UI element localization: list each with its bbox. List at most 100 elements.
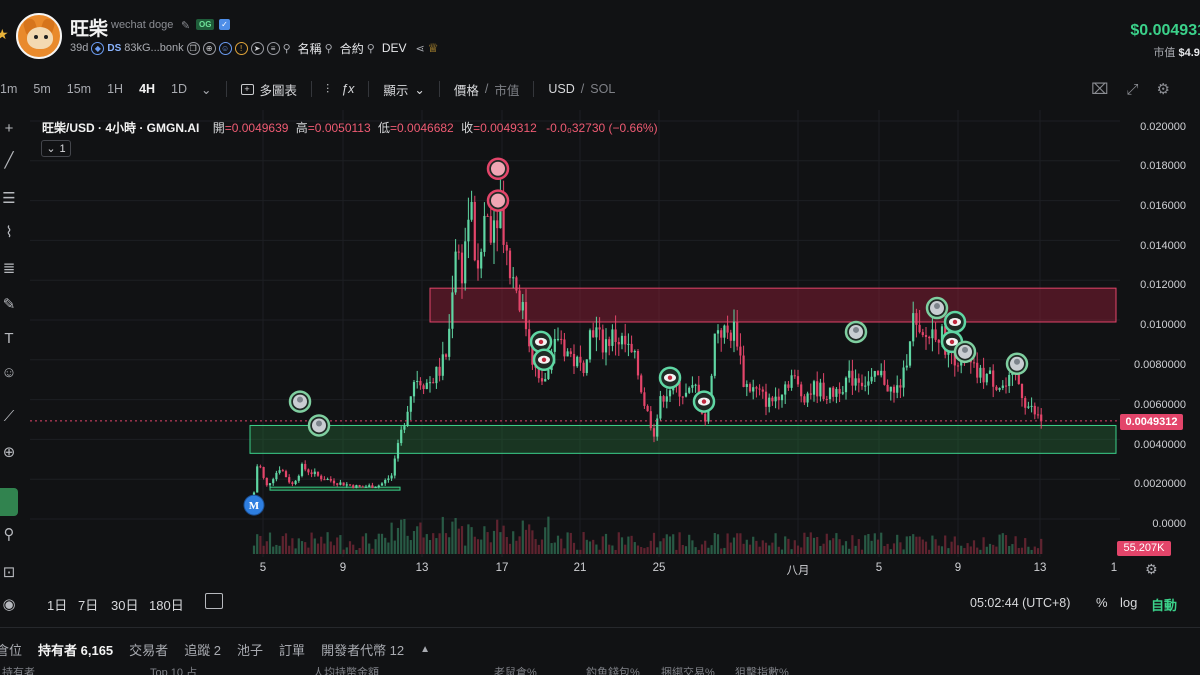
multi-chart-label: 多圖表 bbox=[259, 83, 298, 98]
tab-traders[interactable]: 交易者 bbox=[129, 642, 169, 658]
candle-body bbox=[976, 362, 979, 378]
volume-bar bbox=[816, 536, 819, 554]
candle-body bbox=[979, 367, 982, 378]
candle-body bbox=[348, 484, 352, 486]
favorite-star-icon[interactable]: ★ bbox=[0, 26, 9, 42]
timeframe-15m[interactable]: 15m bbox=[66, 82, 92, 96]
user-icon[interactable]: ☺ bbox=[218, 41, 232, 55]
magnet-icon[interactable]: ⚲ bbox=[3, 526, 15, 543]
candle-body bbox=[361, 486, 364, 488]
zoom-icon[interactable]: ⊕ bbox=[2, 444, 16, 461]
ruler-icon[interactable]: ⟋ bbox=[3, 408, 15, 425]
chart-clock[interactable]: 05:02:44 (UTC+8) bbox=[970, 596, 1071, 610]
volume-bar bbox=[332, 545, 336, 554]
lock-icon[interactable]: ⊡ bbox=[2, 564, 16, 581]
lines-icon[interactable]: ☰ bbox=[2, 190, 16, 207]
candle-body bbox=[300, 463, 304, 476]
settings-gear-icon[interactable]: ⚙ bbox=[1156, 81, 1170, 98]
search-icon[interactable]: ⚲ bbox=[366, 42, 375, 55]
col-sniper: 狙擊指數% bbox=[735, 667, 789, 675]
price-chart[interactable]: M bbox=[30, 110, 1120, 557]
emoji-icon[interactable]: ☺ bbox=[1, 364, 17, 381]
auto-toggle[interactable]: 自動 bbox=[1151, 598, 1178, 613]
name-search-button[interactable]: 名稱 bbox=[297, 41, 322, 56]
token-address[interactable]: 83kG...bonk bbox=[124, 42, 184, 54]
edit-icon[interactable]: ✎ bbox=[181, 20, 191, 32]
tab-pools[interactable]: 池子 bbox=[237, 642, 264, 658]
volume-bar bbox=[454, 518, 457, 554]
candle-body bbox=[704, 413, 707, 422]
timeframe-5m[interactable]: 5m bbox=[33, 82, 51, 96]
support-zone bbox=[249, 424, 1117, 454]
token-price: $0.004931 bbox=[1130, 22, 1200, 39]
timeframe-1h[interactable]: 1H bbox=[107, 82, 124, 96]
candle-body bbox=[620, 335, 624, 345]
candle-body bbox=[844, 377, 848, 393]
price-mcap-toggle[interactable]: 價格 / 市值 bbox=[448, 80, 526, 99]
axis-settings-icon[interactable]: ⚙ bbox=[1145, 561, 1158, 577]
range-1d[interactable]: 1日 bbox=[47, 598, 68, 613]
display-button[interactable]: 顯示 ⌄ bbox=[377, 80, 431, 99]
timeframe-4h[interactable]: 4H bbox=[139, 82, 156, 96]
range-7d[interactable]: 7日 bbox=[78, 598, 99, 613]
trendline-icon[interactable]: ╱ bbox=[4, 152, 14, 169]
chevron-up-icon[interactable]: ▲ bbox=[420, 643, 431, 655]
crown-icon[interactable]: ♕ bbox=[427, 41, 439, 55]
crosshair-icon[interactable]: + bbox=[4, 120, 14, 137]
rail-active-indicator bbox=[0, 488, 18, 516]
calendar-icon[interactable] bbox=[205, 593, 223, 609]
telegram-icon[interactable]: ➤ bbox=[250, 41, 264, 55]
brush-icon[interactable]: ✎ bbox=[2, 296, 16, 313]
y-axis[interactable]: 0.020000 0.018000 0.016000 0.014000 0.012000… bbox=[1120, 110, 1200, 557]
text-icon[interactable]: T bbox=[4, 330, 14, 347]
percent-toggle[interactable]: % bbox=[1096, 595, 1108, 610]
volume-bar bbox=[691, 540, 694, 554]
pattern-icon[interactable]: ⌇ bbox=[5, 224, 13, 241]
candle-body bbox=[780, 394, 784, 401]
tab-tracking[interactable]: 追蹤 2 bbox=[184, 642, 222, 658]
ds-label[interactable]: DS bbox=[107, 42, 122, 54]
timeframe-1d[interactable]: 1D bbox=[171, 82, 188, 96]
eye-icon[interactable]: ◉ bbox=[2, 596, 16, 613]
y-tick: 0.014000 bbox=[1140, 240, 1186, 252]
tab-positions[interactable]: 倉位 bbox=[0, 642, 23, 658]
tab-dev-tokens[interactable]: 開發者代幣 12 bbox=[321, 642, 405, 658]
copy-icon[interactable]: ❐ bbox=[186, 41, 200, 55]
fullscreen-icon[interactable]: ⤢ bbox=[1126, 80, 1139, 98]
candle-body bbox=[460, 252, 464, 284]
indicator-fx-icon[interactable]: ƒx bbox=[341, 82, 355, 96]
chevron-down-icon[interactable]: ⌄ bbox=[201, 82, 212, 97]
candle-body bbox=[883, 370, 886, 385]
candle-type-icon[interactable]: ⫶ bbox=[326, 81, 330, 96]
indicator-collapse-button[interactable]: ⌄ 1 bbox=[41, 140, 71, 157]
multi-chart-button[interactable]: + 多圖表 bbox=[235, 80, 304, 99]
volume-bar bbox=[931, 535, 934, 554]
dev-search-button[interactable]: DEV bbox=[381, 41, 407, 55]
globe-icon[interactable]: ⊕ bbox=[202, 41, 216, 55]
support-zone bbox=[269, 486, 401, 491]
camera-icon[interactable]: ⌧ bbox=[1091, 81, 1109, 98]
volume-bar bbox=[950, 541, 953, 554]
tab-orders[interactable]: 訂單 bbox=[279, 642, 306, 658]
token-name: 旺柴 bbox=[70, 19, 109, 40]
range-30d[interactable]: 30日 bbox=[111, 598, 139, 613]
chart-svg[interactable]: M bbox=[30, 110, 1120, 557]
chat-icon[interactable]: ≡ bbox=[266, 41, 280, 55]
currency-toggle[interactable]: USD / SOL bbox=[548, 82, 616, 96]
volume-bar bbox=[630, 535, 633, 554]
share-icon[interactable]: ⋖ bbox=[415, 42, 425, 55]
search-icon[interactable]: ⚲ bbox=[282, 42, 291, 55]
search-icon[interactable]: ⚲ bbox=[324, 42, 333, 55]
timeframe-1m[interactable]: 1m bbox=[0, 82, 18, 96]
tab-holders[interactable]: 持有者 6,165 bbox=[38, 642, 114, 658]
range-180d[interactable]: 180日 bbox=[149, 598, 184, 613]
volume-bar bbox=[544, 527, 547, 554]
fib-icon[interactable]: ≣ bbox=[2, 260, 16, 277]
volume-bar bbox=[880, 532, 883, 554]
candle-body bbox=[307, 469, 310, 473]
volume-bar bbox=[873, 533, 876, 554]
log-toggle[interactable]: log bbox=[1120, 595, 1138, 610]
volume-bar bbox=[915, 536, 918, 554]
contract-search-button[interactable]: 合約 bbox=[339, 41, 364, 56]
warning-icon[interactable]: ! bbox=[234, 41, 248, 55]
